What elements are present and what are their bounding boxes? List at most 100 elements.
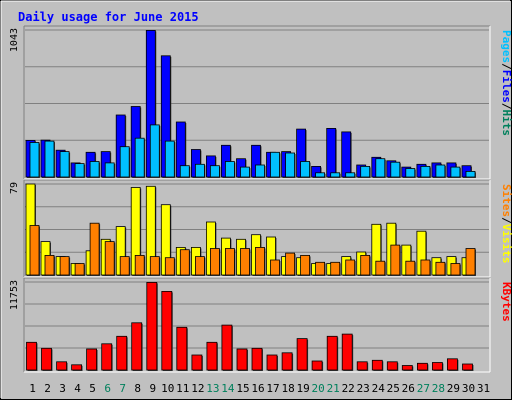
- bar-pages-day-5: [89, 161, 100, 178]
- x-tick-label: 5: [89, 382, 96, 395]
- bar-pages-day-25: [390, 161, 401, 178]
- bar-kbytes-day-29: [446, 358, 458, 371]
- bar-kbytes-day-13: [206, 341, 218, 371]
- bar-pages-day-6: [104, 162, 115, 178]
- bar-kbytes-day-27: [416, 362, 428, 371]
- legend-item-sites: Sites: [500, 184, 512, 217]
- x-tick-label: 9: [149, 382, 156, 395]
- x-tick-label: 20: [311, 382, 324, 395]
- bar-kbytes-day-15: [236, 348, 248, 371]
- bar-sites-day-8: [134, 254, 145, 276]
- x-tick-label: 19: [296, 382, 309, 395]
- bar-pages-day-9: [149, 124, 160, 178]
- bar-pages-day-20: [315, 172, 326, 178]
- bar-kbytes-day-30: [462, 363, 473, 371]
- bar-sites-day-6: [104, 241, 115, 276]
- bar-kbytes-day-12: [191, 354, 203, 371]
- bar-kbytes-day-14: [221, 324, 233, 371]
- bar-sites-day-9: [149, 256, 160, 276]
- bar-sites-day-30: [465, 248, 476, 276]
- bar-sites-day-25: [390, 244, 401, 276]
- y-tick-label-middle: 79: [9, 182, 20, 194]
- bar-pages-day-29: [450, 166, 461, 178]
- x-tick-label: 21: [327, 382, 340, 395]
- bar-kbytes-day-3: [56, 361, 67, 371]
- x-tick-label: 11: [176, 382, 189, 395]
- x-tick-label: 14: [221, 382, 235, 395]
- legend-middle: Sites/Visits: [500, 184, 512, 264]
- bar-sites-day-20: [315, 261, 326, 276]
- bar-pages-day-28: [435, 164, 446, 178]
- bar-kbytes-day-4: [71, 364, 82, 371]
- bar-kbytes-day-18: [281, 352, 293, 371]
- bar-pages-day-27: [420, 165, 431, 178]
- chart-title: Daily usage for June 2015: [18, 10, 199, 24]
- bar-kbytes-day-8: [131, 322, 143, 371]
- bar-pages-day-4: [74, 163, 85, 178]
- bar-kbytes-day-25: [386, 361, 398, 371]
- bar-sites-day-10: [164, 257, 175, 276]
- x-tick-label: 22: [342, 382, 355, 395]
- bar-kbytes-day-10: [161, 290, 173, 371]
- bar-sites-day-11: [179, 249, 190, 276]
- bar-hits-day-21: [326, 127, 337, 178]
- x-tick-label: 3: [59, 382, 66, 395]
- bar-pages-day-14: [224, 161, 235, 178]
- bar-pages-day-2: [44, 140, 55, 178]
- bar-pages-day-26: [405, 168, 416, 178]
- x-tick-label: 6: [104, 382, 111, 395]
- x-tick-label: 26: [402, 382, 415, 395]
- bar-pages-day-11: [179, 165, 190, 178]
- bar-pages-day-24: [375, 158, 386, 178]
- bar-kbytes-day-1: [26, 341, 37, 371]
- panel-top: 1043: [9, 25, 491, 180]
- panel-middle: 79: [9, 179, 491, 278]
- bar-hits-day-22: [341, 131, 352, 178]
- bar-sites-day-29: [450, 263, 461, 276]
- y-tick-label-bottom: 11753: [9, 280, 20, 310]
- bar-sites-day-16: [255, 246, 265, 276]
- bar-sites-day-1: [29, 225, 40, 276]
- bar-kbytes-day-19: [296, 338, 308, 371]
- bar-sites-day-2: [44, 254, 55, 276]
- x-tick-label: 16: [251, 382, 264, 395]
- legend-item-kbytes: KBytes: [500, 282, 512, 322]
- bar-pages-day-19: [300, 161, 311, 178]
- x-tick-label: 25: [387, 382, 400, 395]
- bar-kbytes-day-26: [401, 365, 413, 371]
- bar-sites-day-13: [209, 248, 220, 276]
- x-tick-label: 30: [462, 382, 475, 395]
- y-tick-label-top: 1043: [9, 28, 20, 52]
- x-tick-label: 18: [281, 382, 294, 395]
- bar-kbytes-day-21: [326, 335, 338, 371]
- bar-sites-day-26: [405, 260, 416, 276]
- bar-kbytes-day-17: [266, 354, 278, 371]
- legend-separator: /: [500, 103, 512, 110]
- bar-pages-day-18: [285, 152, 296, 178]
- x-tick-label: 12: [191, 382, 204, 395]
- bar-pages-day-30: [465, 170, 476, 178]
- x-tick-label: 8: [134, 382, 141, 395]
- x-tick-label: 13: [206, 382, 219, 395]
- bar-kbytes-day-20: [311, 360, 323, 371]
- x-tick-label: 15: [236, 382, 249, 395]
- bar-sites-day-18: [285, 252, 296, 276]
- x-tick-label: 17: [266, 382, 279, 395]
- bar-pages-day-1: [29, 142, 40, 178]
- bar-sites-day-5: [89, 222, 100, 276]
- bar-pages-day-10: [164, 140, 175, 178]
- bar-kbytes-day-16: [251, 347, 263, 371]
- legend-bottom: KBytes: [500, 282, 512, 322]
- x-tick-label: 28: [432, 382, 445, 395]
- bar-pages-day-12: [194, 163, 205, 178]
- bar-sites-day-7: [119, 256, 130, 276]
- legend-item-files: Files: [500, 70, 512, 103]
- bar-pages-day-15: [240, 166, 250, 178]
- x-tick-label: 24: [372, 382, 386, 395]
- bar-sites-day-4: [74, 263, 85, 276]
- bar-kbytes-day-22: [341, 333, 353, 371]
- bar-sites-day-15: [240, 248, 250, 276]
- bar-kbytes-day-28: [431, 362, 443, 371]
- panel-bottom: 11753: [9, 277, 491, 373]
